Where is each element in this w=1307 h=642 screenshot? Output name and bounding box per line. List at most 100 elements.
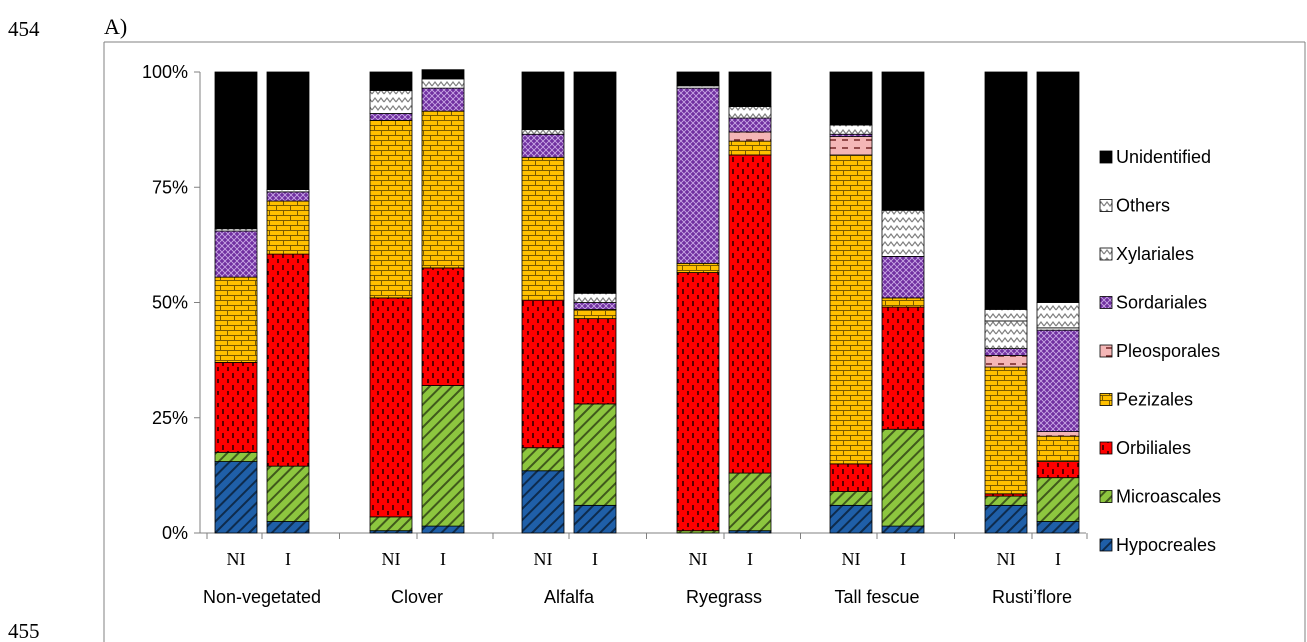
bar-segment-hypocreales (214, 461, 258, 534)
bar-segment-orbiliales (214, 362, 258, 453)
bar-segment-microascales (266, 465, 310, 522)
bar-segment-others (521, 129, 565, 135)
legend-item: Others (1099, 196, 1170, 216)
bar-segment-pleosporales (1036, 431, 1080, 437)
bar-stack (421, 69, 465, 534)
line-number-top: 454 (8, 17, 40, 41)
bar-segment-unidentified (676, 71, 720, 87)
bar-stack (829, 71, 873, 534)
bar-segment-pleosporales (829, 136, 873, 156)
legend-label: Xylariales (1116, 244, 1194, 264)
bar-segment-unidentified (984, 71, 1028, 310)
axes: 0% 25% 50% 75% 100% (142, 62, 1088, 543)
legend-item: Pezizales (1099, 390, 1193, 410)
y-tick-label: 0% (162, 523, 188, 543)
bar-segment-pleosporales (728, 131, 772, 142)
bar-segment-hypocreales (573, 504, 617, 534)
bar-segment-sordariales (1036, 329, 1080, 432)
bar-stack (881, 71, 925, 534)
bar-segment-microascales (421, 385, 465, 527)
bar-segment-microascales (829, 491, 873, 506)
legend-swatch (1099, 538, 1113, 552)
bar-segment-orbiliales (369, 297, 413, 518)
bar-segment-unidentified (266, 71, 310, 190)
bar-segment-sordariales (984, 348, 1028, 356)
treatment-label: I (440, 549, 446, 569)
legend-label: Pezizales (1116, 390, 1193, 410)
bar-segment-pezizales (728, 140, 772, 156)
bar-segment-others (369, 90, 413, 114)
legend-item: Xylariales (1099, 244, 1194, 264)
bar-segment-pezizales (881, 297, 925, 308)
bar-stack (728, 71, 772, 534)
bar-stack (676, 71, 720, 534)
bar-segment-orbiliales (829, 463, 873, 492)
bar-stack (214, 71, 258, 534)
y-tick-label: 50% (152, 293, 188, 313)
bar-segment-others (728, 106, 772, 119)
bar-segment-orbiliales (881, 306, 925, 430)
treatment-label: I (1055, 549, 1061, 569)
group-labels: Non-vegetated Clover Alfalfa Ryegrass Tall f… (203, 587, 1072, 607)
bar-segment-sordariales (369, 113, 413, 121)
bar-segment-sordariales (266, 191, 310, 202)
bar-segment-microascales (573, 403, 617, 506)
bar-segment-microascales (984, 495, 1028, 506)
legend-label: Others (1116, 196, 1170, 216)
bar-segment-hypocreales (984, 504, 1028, 534)
bar-segment-microascales (1036, 477, 1080, 522)
bar-segment-pezizales (829, 154, 873, 465)
bar-segment-pezizales (369, 120, 413, 299)
group-label: Clover (391, 587, 443, 607)
treatment-label: I (592, 549, 598, 569)
bar-segment-others (984, 309, 1028, 322)
bar-segment-sordariales (573, 302, 617, 310)
bar-segment-sordariales (728, 117, 772, 133)
legend-item: Sordariales (1099, 293, 1207, 313)
bar-segment-xylariales (984, 320, 1028, 350)
bar-segment-hypocreales (829, 504, 873, 534)
bar-segment-microascales (214, 451, 258, 462)
bar-stack (266, 71, 310, 534)
bar-segment-pezizales (214, 276, 258, 363)
legend-swatch (1099, 150, 1113, 164)
group-label: Ryegrass (686, 587, 762, 607)
bar-segment-pezizales (984, 366, 1028, 495)
treatment-label: NI (689, 549, 708, 569)
bar-stack (984, 71, 1028, 534)
bar-segment-unidentified (728, 71, 772, 107)
legend-label: Sordariales (1116, 293, 1207, 313)
legend-item: Unidentified (1099, 147, 1211, 167)
bar-segment-pezizales (421, 110, 465, 269)
bar-stack (1036, 71, 1080, 534)
line-number-bottom: 455 (8, 619, 40, 642)
bar-segment-sordariales (676, 87, 720, 264)
bar-segment-orbiliales (676, 272, 720, 532)
bar-segment-pezizales (676, 262, 720, 273)
bar-segment-orbiliales (1036, 461, 1080, 479)
treatment-label: I (285, 549, 291, 569)
group-label: Non-vegetated (203, 587, 321, 607)
bar-segment-others (829, 124, 873, 135)
bar-segment-others (1036, 302, 1080, 329)
bar-segment-hypocreales (521, 470, 565, 534)
legend-item: Orbiliales (1099, 438, 1191, 458)
bar-segment-hypocreales (421, 525, 465, 534)
bar-segment-sordariales (421, 87, 465, 112)
treatment-label: I (900, 549, 906, 569)
bar-segment-sordariales (881, 255, 925, 299)
bar-segment-sordariales (521, 133, 565, 158)
legend-label: Orbiliales (1116, 438, 1191, 458)
x-tick-labels: NI I NI I NI I NI I NI I NI I (227, 549, 1062, 569)
bar-segment-unidentified (573, 71, 617, 294)
bar-segment-hypocreales (881, 525, 925, 534)
bar-segment-microascales (369, 516, 413, 532)
panel-label: A) (104, 14, 127, 39)
bar-segment-others (421, 78, 465, 89)
treatment-label: NI (382, 549, 401, 569)
legend-item: Pleosporales (1099, 341, 1220, 361)
bar-segment-orbiliales (421, 267, 465, 386)
bar-segment-unidentified (421, 69, 465, 80)
bar-segment-unidentified (369, 71, 413, 91)
